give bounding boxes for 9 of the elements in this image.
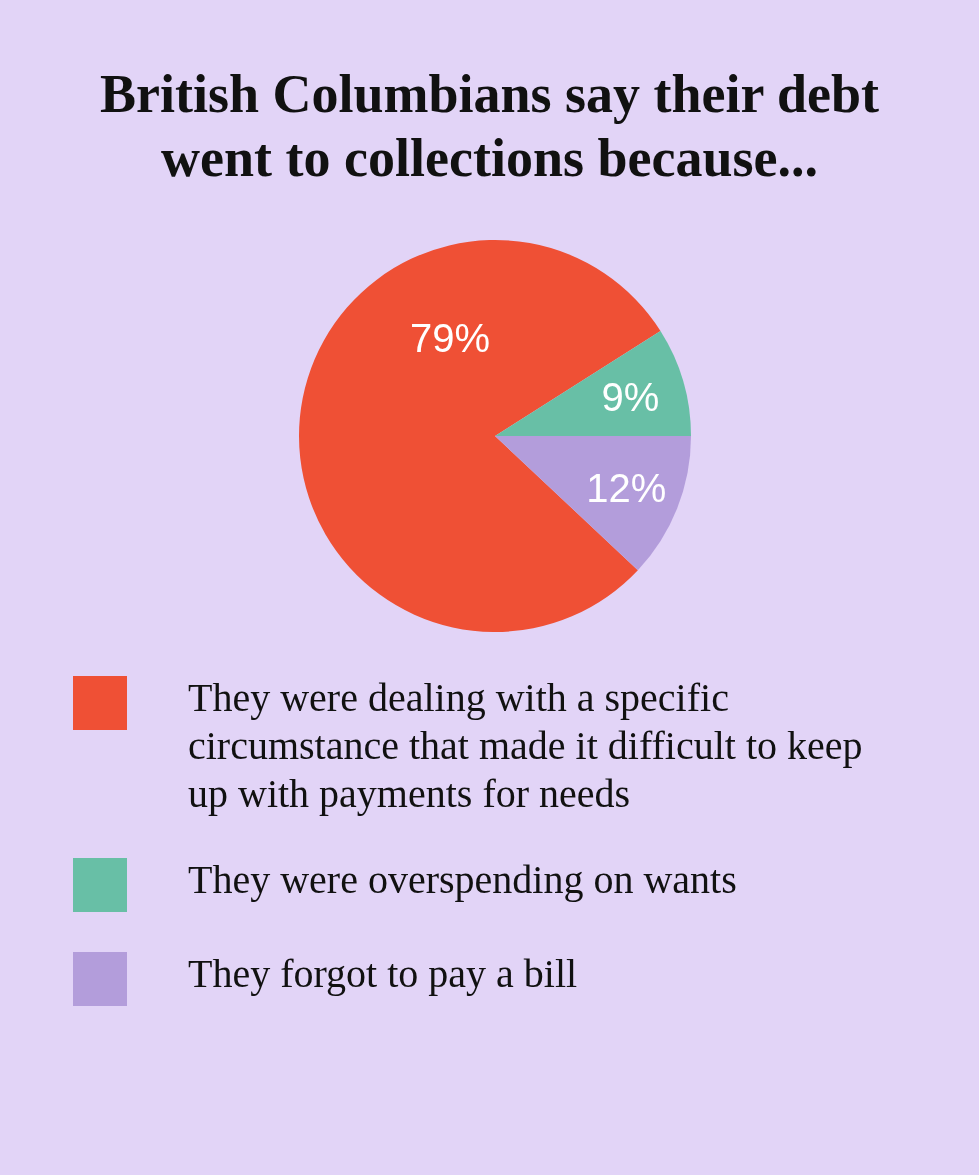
legend-label: They were dealing with a specific circumstance that made it difficult to keep up with payments for needs [188, 674, 864, 818]
pie-slice [495, 436, 691, 571]
legend-label: They forgot to pay a bill [188, 950, 579, 998]
legend-label: They were overspending on wants [188, 856, 738, 904]
chart-title: British Columbians say their debt went to collections because... [98, 63, 881, 190]
data-label: 12% [586, 465, 667, 510]
data-label: 9% [601, 374, 660, 419]
pie-slice [495, 330, 691, 436]
data-label: 79% [410, 315, 491, 360]
